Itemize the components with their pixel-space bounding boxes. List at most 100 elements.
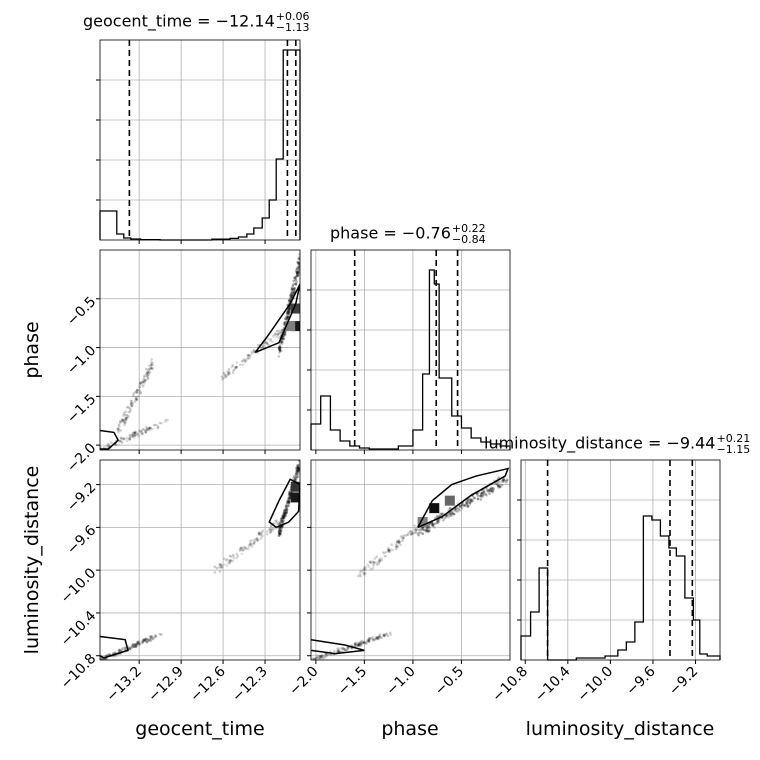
sample-point — [271, 335, 275, 338]
sample-point — [287, 496, 291, 500]
sample-point — [126, 405, 130, 409]
sample-point — [468, 497, 471, 501]
sample-point — [297, 270, 300, 274]
sample-point — [284, 504, 288, 508]
sample-point — [154, 634, 158, 638]
sample-point — [281, 515, 284, 518]
sample-point — [150, 635, 153, 638]
sample-point — [147, 368, 151, 371]
sample-point — [497, 476, 501, 479]
sample-point — [359, 641, 362, 645]
sample-point — [372, 560, 376, 564]
sample-point — [361, 641, 365, 645]
sample-point — [137, 395, 140, 398]
sample-point — [253, 538, 257, 541]
x-tick-label: −10.0 — [575, 664, 617, 706]
sample-point — [361, 639, 364, 643]
sample-point — [219, 563, 223, 566]
sample-point — [294, 471, 298, 474]
sample-point — [274, 519, 277, 523]
sample-point — [284, 512, 287, 516]
sample-point — [285, 311, 289, 314]
sample-point — [385, 632, 388, 636]
sample-point — [247, 548, 250, 551]
sample-point — [139, 390, 143, 394]
sample-point — [141, 639, 145, 643]
sample-point — [131, 394, 135, 398]
sample-point — [295, 466, 299, 469]
sample-point — [291, 290, 295, 294]
sample-point — [148, 428, 151, 432]
sample-point — [395, 542, 398, 545]
sample-point — [271, 527, 275, 530]
sample-point — [357, 642, 361, 646]
sample-point — [285, 502, 289, 505]
sample-point — [295, 271, 299, 274]
sample-point — [296, 466, 300, 469]
sample-point — [149, 366, 153, 370]
sample-point — [376, 637, 380, 641]
sample-point — [140, 640, 143, 643]
sample-point — [283, 333, 286, 337]
sample-point — [458, 504, 462, 508]
sample-point — [286, 499, 289, 503]
sample-point — [294, 473, 298, 476]
sample-point — [291, 288, 294, 291]
sample-point — [278, 528, 282, 531]
sample-point — [317, 654, 321, 658]
sample-point — [363, 567, 366, 571]
sample-point — [282, 515, 286, 519]
sample-point — [498, 482, 502, 486]
sample-point — [289, 296, 293, 300]
sample-point — [292, 290, 296, 294]
sample-point — [118, 425, 121, 429]
sample-point — [130, 643, 134, 647]
sample-point — [145, 426, 149, 430]
sample-point — [271, 529, 274, 532]
sample-point — [288, 299, 291, 303]
sample-point — [288, 492, 292, 496]
sample-point — [142, 638, 145, 642]
sample-point — [143, 638, 146, 642]
sample-point — [298, 467, 300, 471]
sample-point — [235, 552, 239, 556]
sample-point — [118, 419, 122, 423]
density-cell — [290, 492, 300, 503]
sample-point — [287, 490, 291, 494]
sample-point — [476, 497, 480, 501]
sample-point — [261, 345, 264, 349]
sample-point — [283, 508, 286, 511]
sample-point — [141, 384, 145, 388]
sample-point — [164, 418, 168, 422]
sample-point — [277, 347, 281, 351]
sample-point — [231, 559, 234, 563]
sample-point — [144, 431, 148, 434]
sample-point — [256, 538, 260, 542]
sample-point — [366, 639, 370, 642]
sample-point — [314, 657, 317, 660]
sample-point — [353, 643, 357, 647]
sample-point — [451, 512, 454, 516]
density-cell — [290, 303, 300, 314]
sample-point — [240, 546, 243, 550]
sample-point — [153, 635, 157, 639]
sample-point — [250, 545, 254, 548]
sample-point — [377, 562, 381, 565]
sample-point — [287, 313, 291, 317]
sample-point — [238, 548, 242, 551]
sample-point — [282, 516, 285, 520]
sample-point — [285, 505, 288, 509]
sample-point — [131, 643, 135, 647]
sample-point — [288, 492, 291, 495]
sample-point — [357, 643, 360, 647]
sample-point — [290, 287, 294, 291]
panel-frame — [99, 39, 301, 241]
sample-point — [281, 340, 284, 344]
sample-point — [286, 500, 290, 503]
sample-point — [278, 527, 281, 530]
sample-point — [150, 427, 154, 431]
sample-point — [426, 530, 430, 534]
sample-point — [295, 475, 298, 479]
sample-point — [145, 428, 148, 432]
sample-point — [145, 372, 148, 376]
